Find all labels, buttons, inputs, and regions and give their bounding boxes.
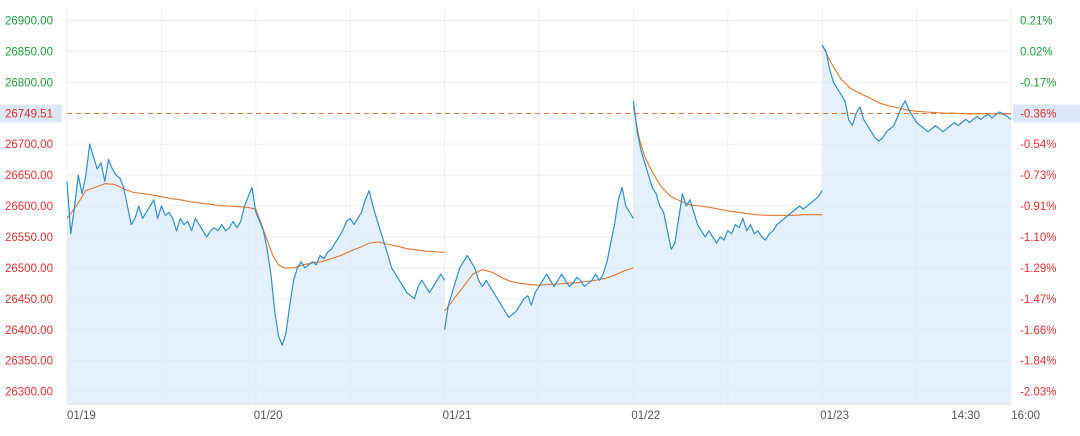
y-tick-label-right: -0.17% bbox=[1020, 77, 1056, 89]
x-tick-label: 01/20 bbox=[254, 410, 283, 422]
y-tick-label-right: -2.03% bbox=[1020, 387, 1056, 399]
price-line-day-4 bbox=[632, 100, 823, 250]
y-tick-label-right: 0.02% bbox=[1020, 46, 1053, 58]
y-tick-label-right: 0.21% bbox=[1020, 15, 1053, 27]
x-tick-label: 01/23 bbox=[820, 410, 849, 422]
average-line-day-2 bbox=[255, 208, 445, 269]
price-area-day-2 bbox=[255, 190, 445, 404]
y-tick-label-right: -1.10% bbox=[1020, 232, 1056, 244]
average-line-day-4 bbox=[632, 106, 823, 216]
x-tick-label: 01/19 bbox=[67, 410, 96, 422]
x-axis: 01/19 01/20 01/21 01/22 01/23 14:30 16:00 bbox=[67, 410, 1040, 422]
reference-label-right: -0.36% bbox=[1020, 108, 1056, 120]
y-tick-label-right: -1.29% bbox=[1020, 263, 1056, 275]
y-tick-label-left: 26850.00 bbox=[5, 46, 53, 58]
y-tick-label-right: -0.54% bbox=[1020, 139, 1056, 151]
left-y-axis: 26900.00 26850.00 26800.00 26700.00 26650.00… bbox=[0, 15, 62, 399]
price-area-day-1 bbox=[67, 144, 256, 404]
reference-label-bg-right bbox=[1013, 104, 1080, 123]
y-tick-label-right: -0.73% bbox=[1020, 170, 1056, 182]
average-line-day-5 bbox=[821, 44, 1011, 115]
reference-label-left: 26749.51 bbox=[5, 108, 53, 120]
y-tick-label-left: 26600.00 bbox=[5, 201, 53, 213]
price-area-day-5 bbox=[822, 45, 1011, 404]
price-area-fill bbox=[67, 45, 1011, 404]
y-tick-label-right: -0.91% bbox=[1020, 201, 1056, 213]
x-tick-label: 01/21 bbox=[443, 410, 472, 422]
x-tick-label: 14:30 bbox=[951, 410, 980, 422]
price-line-day-2 bbox=[255, 189, 446, 346]
price-area-day-4 bbox=[633, 100, 823, 404]
y-tick-label-left: 26800.00 bbox=[5, 77, 53, 89]
x-tick-label: 01/22 bbox=[631, 410, 660, 422]
y-tick-label-left: 26700.00 bbox=[5, 139, 53, 151]
average-line-day-1 bbox=[66, 183, 256, 219]
y-tick-label-right: -1.66% bbox=[1020, 325, 1056, 337]
reference-label-bg-left bbox=[0, 104, 62, 123]
y-tick-label-left: 26400.00 bbox=[5, 325, 53, 337]
y-tick-label-left: 26550.00 bbox=[5, 232, 53, 244]
price-area-day-3 bbox=[444, 187, 634, 404]
y-tick-label-left: 26500.00 bbox=[5, 263, 53, 275]
y-tick-label-left: 26650.00 bbox=[5, 170, 53, 182]
y-tick-label-left: 26450.00 bbox=[5, 294, 53, 306]
x-tick-label: 16:00 bbox=[1011, 410, 1040, 422]
y-tick-label-left: 26900.00 bbox=[5, 15, 53, 27]
price-line-day-3 bbox=[444, 186, 634, 330]
right-y-axis: 0.21% 0.02% -0.17% -0.54% -0.73% -0.91% -1.10%… bbox=[1013, 15, 1080, 399]
price-line-day-1 bbox=[66, 143, 257, 238]
y-tick-label-left: 26300.00 bbox=[5, 387, 53, 399]
y-tick-label-left: 26350.00 bbox=[5, 356, 53, 368]
price-line-day-5 bbox=[821, 44, 1012, 142]
price-line bbox=[66, 44, 1012, 346]
y-tick-label-right: -1.84% bbox=[1020, 356, 1056, 368]
y-tick-label-right: -1.47% bbox=[1020, 294, 1056, 306]
